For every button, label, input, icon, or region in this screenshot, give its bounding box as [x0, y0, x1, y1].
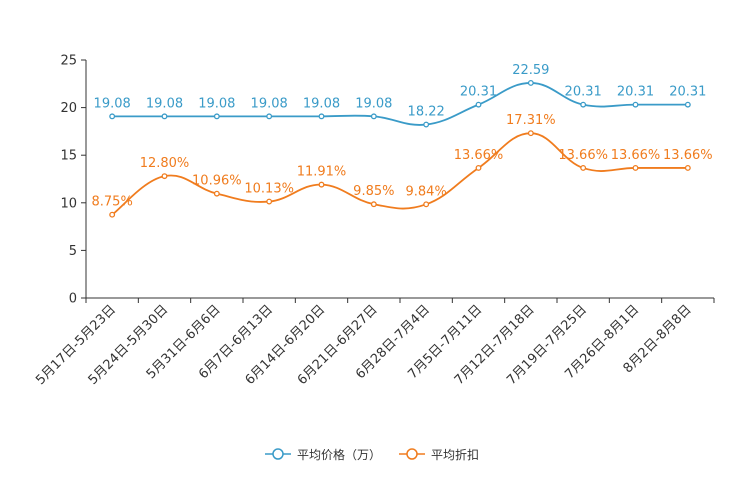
data-label-price: 19.08: [303, 96, 340, 111]
legend-price-label: 平均价格（万）: [296, 447, 381, 462]
data-point-price: [318, 113, 325, 120]
y-tick-label: 20: [60, 101, 77, 116]
data-label-price: 19.08: [146, 96, 183, 111]
data-point-price: [684, 101, 691, 108]
data-label-discount: 9.85%: [353, 184, 394, 199]
data-point-price: [266, 113, 273, 120]
data-point-discount: [370, 201, 377, 208]
series-line-price: [112, 82, 688, 126]
data-label-discount: 13.66%: [558, 148, 608, 163]
data-label-discount: 12.80%: [140, 156, 190, 171]
data-point-price: [527, 79, 534, 86]
data-point-discount: [318, 181, 325, 188]
data-label-discount: 9.84%: [406, 184, 447, 199]
data-label-price: 19.08: [251, 96, 288, 111]
data-label-discount: 11.91%: [297, 165, 347, 180]
data-label-price: 20.31: [669, 85, 706, 100]
data-label-discount: 10.13%: [244, 182, 294, 197]
data-label-price: 20.31: [617, 85, 654, 100]
data-point-discount: [213, 190, 220, 197]
legend-item-price[interactable]: 平均价格（万）: [264, 446, 381, 463]
data-point-discount: [527, 130, 534, 137]
line-chart: 05101520255月17日-5月23日5月24日-5月30日5月31日-6月…: [33, 54, 715, 388]
legend-discount-label: 平均折扣: [431, 447, 480, 462]
data-label-price: 18.22: [408, 105, 445, 120]
y-tick-label: 15: [60, 149, 77, 164]
y-tick-label: 10: [60, 196, 77, 211]
data-label-price: 22.59: [512, 63, 549, 78]
y-tick-label: 0: [69, 292, 77, 307]
legend-discount-line-icon: [399, 448, 425, 460]
data-point-price: [161, 113, 168, 120]
data-point-price: [370, 113, 377, 120]
data-label-discount: 10.96%: [192, 174, 242, 189]
data-point-price: [580, 101, 587, 108]
data-label-price: 19.08: [355, 96, 392, 111]
data-point-price: [632, 101, 639, 108]
legend: 平均价格（万） 平均折扣: [0, 442, 744, 466]
data-point-discount: [632, 165, 639, 171]
data-point-discount: [423, 201, 430, 208]
data-label-price: 20.31: [565, 85, 602, 100]
data-label-discount: 8.75%: [92, 195, 133, 210]
data-label-price: 19.08: [198, 96, 235, 111]
data-label-discount: 17.31%: [506, 113, 556, 128]
data-point-price: [423, 121, 430, 128]
data-point-price: [213, 113, 220, 120]
y-tick-label: 5: [69, 244, 77, 259]
y-tick-label: 25: [60, 54, 77, 69]
data-point-price: [475, 101, 482, 108]
data-label-price: 19.08: [94, 96, 131, 111]
series-layer: [109, 79, 691, 218]
data-point-discount: [161, 173, 168, 180]
data-point-price: [109, 113, 116, 120]
data-label-discount: 13.66%: [454, 148, 504, 163]
data-label-discount: 13.66%: [663, 148, 713, 163]
data-point-discount: [475, 165, 482, 171]
data-label-discount: 13.66%: [611, 148, 661, 163]
data-point-discount: [109, 211, 116, 218]
data-point-discount: [580, 165, 587, 171]
data-point-discount: [266, 198, 273, 205]
legend-item-discount[interactable]: 平均折扣: [399, 446, 479, 463]
data-labels-layer: 19.08 19.08 19.08 19.08 19.08 19.08 18.22 20.31…: [92, 63, 713, 210]
data-point-discount: [684, 165, 691, 171]
legend-price-line-icon: [264, 448, 291, 460]
data-label-price: 20.31: [460, 85, 497, 100]
